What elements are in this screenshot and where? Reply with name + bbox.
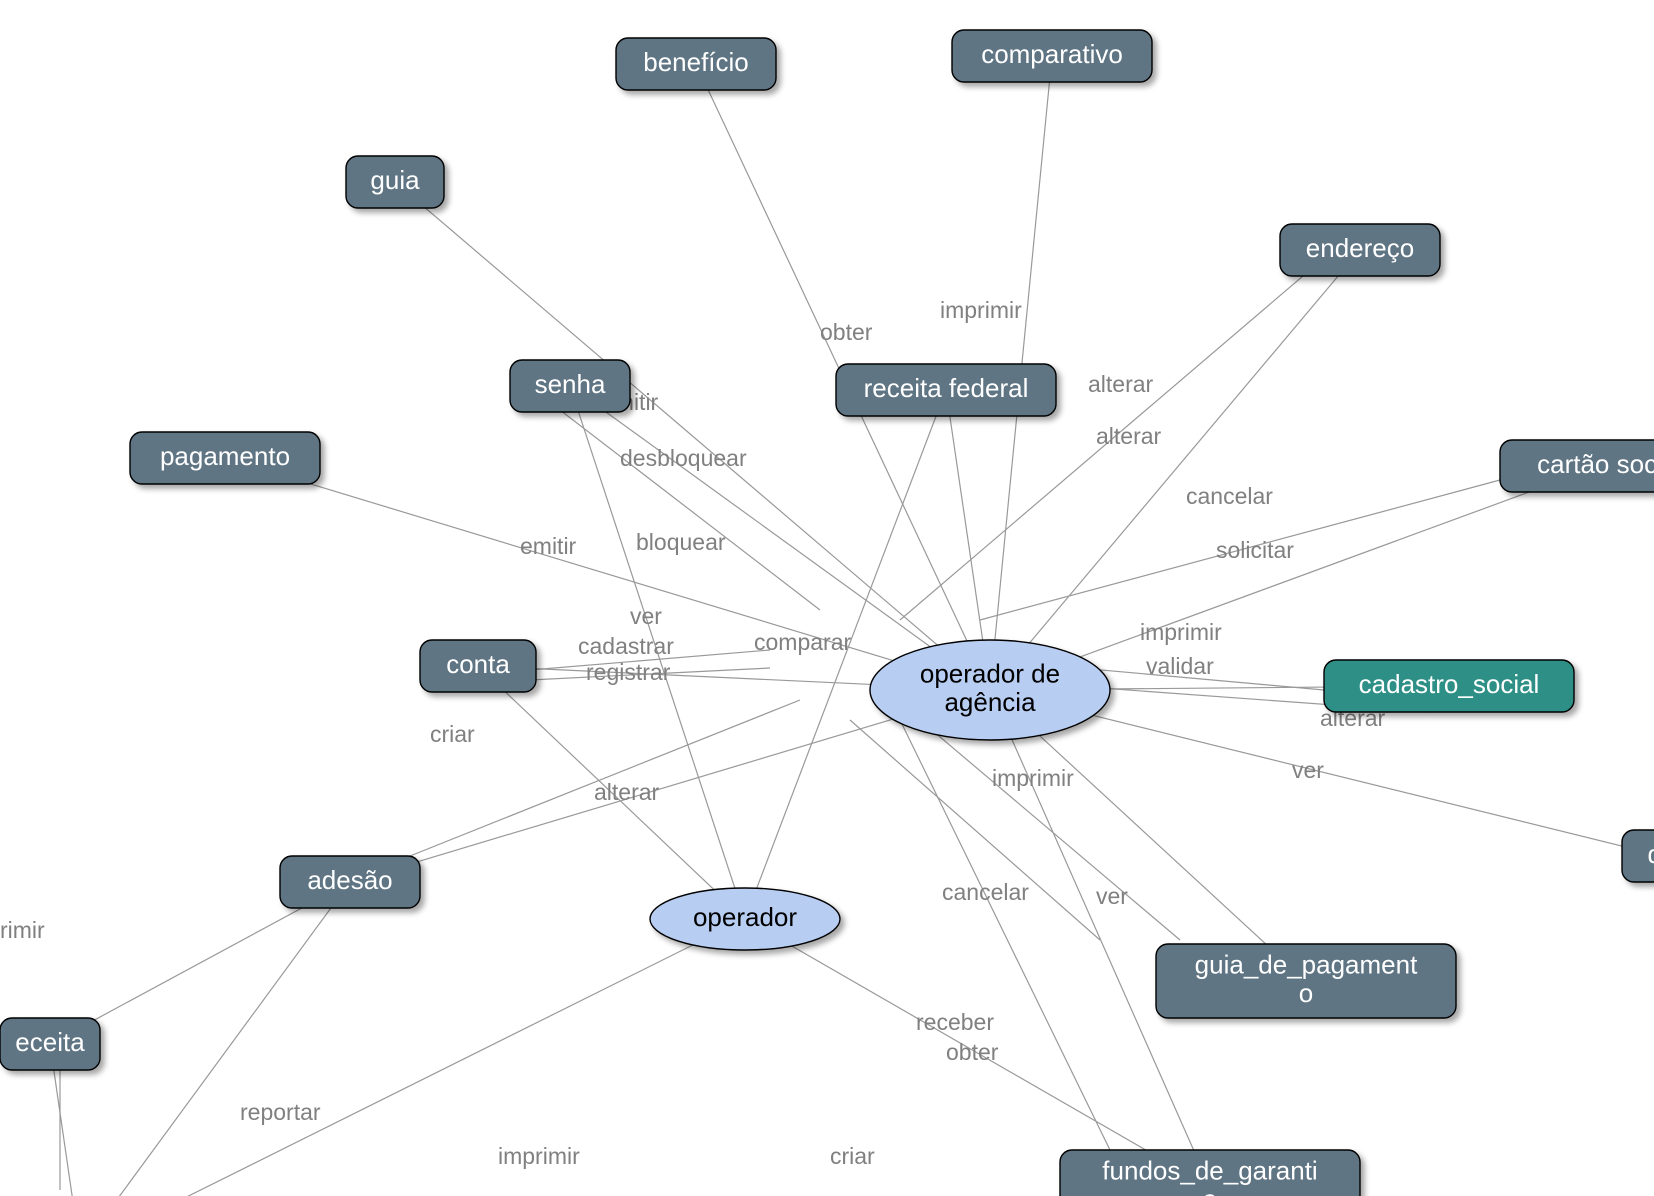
node-label: endereço (1306, 233, 1414, 263)
node-endereco[interactable]: endereço (1280, 224, 1440, 276)
node-label: adesão (307, 865, 392, 895)
edge-label: cancelar (942, 879, 1029, 905)
node-label: eceita (15, 1027, 85, 1057)
node-label: cartão soci (1537, 449, 1654, 479)
node-label: fundos_de_garanti (1102, 1156, 1317, 1186)
node-label: operador (693, 902, 797, 932)
node-label: pagamento (160, 441, 290, 471)
edge-label: rimir (0, 917, 45, 943)
node-adesao[interactable]: adesão (280, 856, 420, 908)
node-fundos_garantia[interactable]: fundos_de_garantia (1060, 1150, 1360, 1196)
edge-label: comparar (754, 629, 851, 655)
edge-operador_agencia-senha (560, 410, 820, 610)
node-label: guia_de_pagament (1195, 950, 1418, 980)
edge-label: receber (916, 1009, 994, 1035)
node-label: cadastro_social (1359, 669, 1540, 699)
edge-label: validar (1146, 653, 1214, 679)
node-cartao_social[interactable]: cartão soci (1500, 440, 1654, 492)
node-label: guia (370, 165, 420, 195)
edge-label: solicitar (1216, 537, 1294, 563)
node-label: senha (535, 369, 606, 399)
edge-label: registrar (586, 659, 671, 685)
edge-operador_agencia-guia_pagamento (920, 720, 1180, 940)
node-guia[interactable]: guia (346, 156, 444, 208)
edge-label: reportar (240, 1099, 321, 1125)
node-operador_agencia[interactable]: operador deagência (870, 640, 1110, 740)
edge-label: imprimir (498, 1143, 580, 1169)
node-label: a (1203, 1184, 1218, 1196)
edge-operador_agencia-guia_pagamento (850, 720, 1100, 940)
node-comparativo[interactable]: comparativo (952, 30, 1152, 82)
node-operador[interactable]: operador (650, 888, 840, 950)
edge-operador_agencia-cartao_social (990, 466, 1600, 690)
edge-label: alterar (1096, 423, 1162, 449)
edge-label: ver (1096, 883, 1128, 909)
network-diagram: emitir obter imprimir alterar alterar desbloq… (0, 0, 1654, 1196)
edge-label: bloquear (636, 529, 726, 555)
edge-label: obter (820, 319, 873, 345)
node-label: benefício (643, 47, 749, 77)
edge-label: emitir (520, 533, 577, 559)
node-cadastro_social[interactable]: cadastro_social (1324, 660, 1574, 712)
edge-label: alterar (594, 779, 660, 805)
edge-operador-hub_bottom (80, 919, 745, 1196)
edge-label: cadastrar (578, 633, 674, 659)
node-beneficio[interactable]: benefício (616, 38, 776, 90)
edge-operador_agencia-guia (395, 182, 990, 690)
edge-label: imprimir (940, 297, 1022, 323)
node-dados[interactable]: da (1622, 830, 1654, 882)
edge-label: cancelar (1186, 483, 1273, 509)
edge-label: imprimir (992, 765, 1074, 791)
edge-label: criar (830, 1143, 875, 1169)
node-receita[interactable]: eceita (0, 1018, 100, 1070)
node-pagamento[interactable]: pagamento (130, 432, 320, 484)
node-label: agência (944, 687, 1036, 717)
node-receita_federal[interactable]: receita federal (836, 364, 1056, 416)
edge-label: alterar (1088, 371, 1154, 397)
edge-label: obter (946, 1039, 999, 1065)
node-label: comparativo (981, 39, 1123, 69)
node-conta[interactable]: conta (420, 640, 536, 692)
edge-label: ver (630, 603, 662, 629)
edge-label: imprimir (1140, 619, 1222, 645)
edge-hub_bottom-adesao (80, 882, 350, 1196)
node-label: receita federal (864, 373, 1029, 403)
edge-labels-layer: emitir obter imprimir alterar alterar desbloq… (0, 297, 1386, 1169)
node-label: conta (446, 649, 510, 679)
edge-label: ver (1292, 757, 1324, 783)
node-label: o (1299, 978, 1313, 1008)
edge-label: desbloquear (620, 445, 747, 471)
node-label: operador de (920, 659, 1060, 689)
edge-label: criar (430, 721, 475, 747)
node-senha[interactable]: senha (510, 360, 630, 412)
node-guia_pagamento[interactable]: guia_de_pagamento (1156, 944, 1456, 1018)
node-label: da (1648, 839, 1654, 869)
